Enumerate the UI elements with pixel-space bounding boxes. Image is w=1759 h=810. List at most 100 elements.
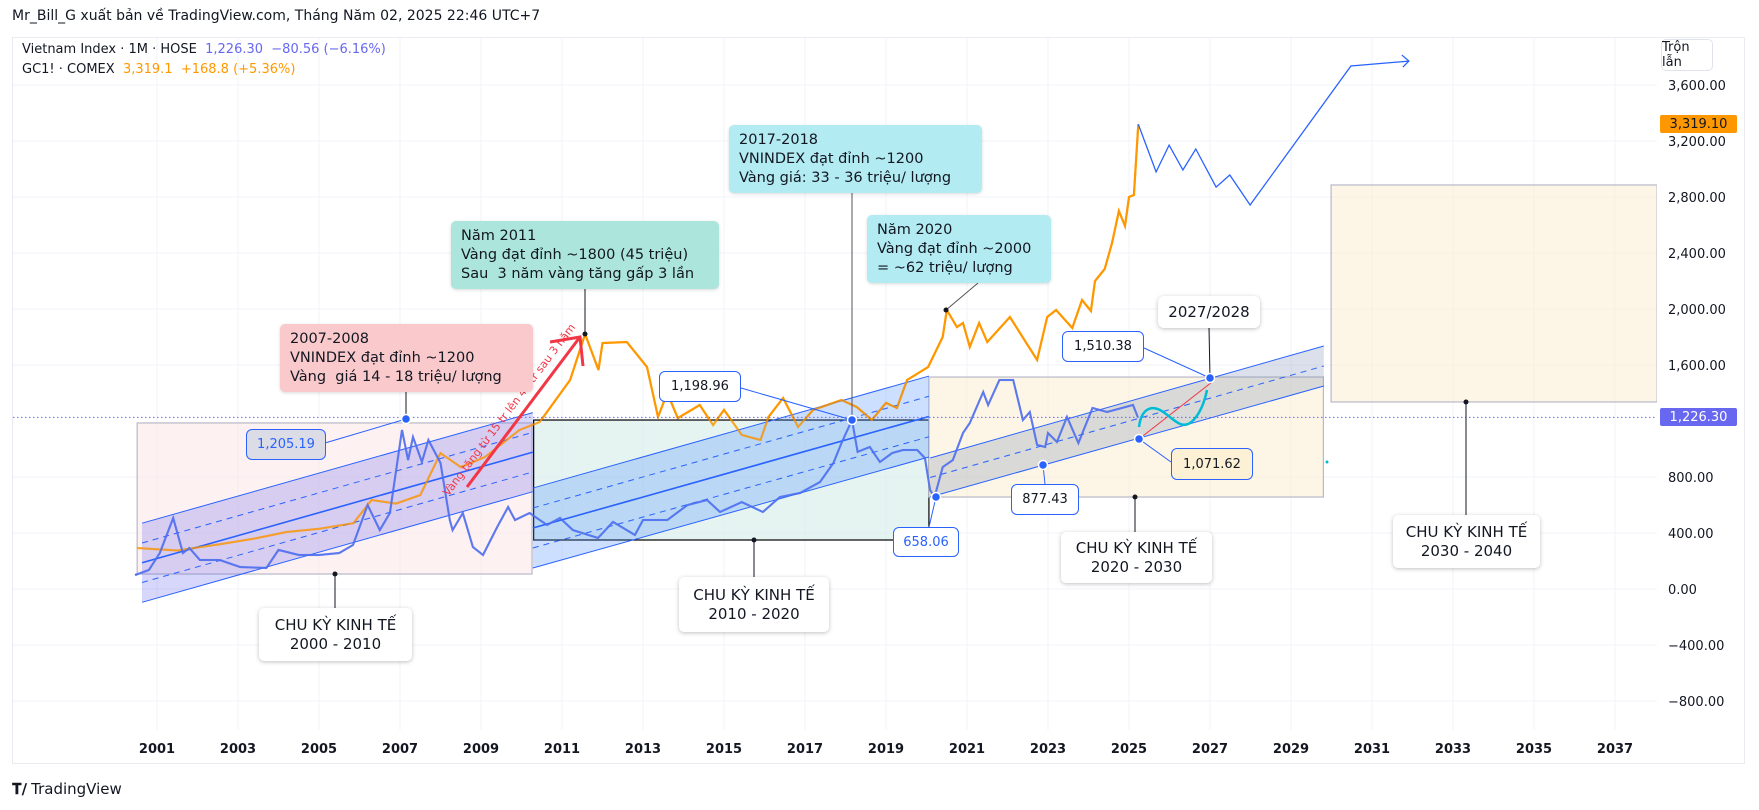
gold-series-line-overlay — [136, 124, 1140, 552]
annotation-connector — [1143, 347, 1211, 379]
cycle-box-2030-2040[interactable]: CHU KỲ KINH TẾ 2030 - 2040 — [1393, 515, 1540, 568]
label-658-06[interactable]: 658.06 — [893, 527, 959, 557]
x-tick-label: 2035 — [1516, 742, 1552, 757]
x-tick-label: 2001 — [139, 742, 175, 757]
callout-2020[interactable]: Năm 2020 Vàng đạt đỉnh ~2000 = ~62 triệu… — [867, 215, 1051, 283]
channel-upper-line — [141, 412, 533, 524]
y-tick-label: −800.00 — [1668, 695, 1724, 710]
projection-arrowhead-icon — [1401, 54, 1410, 68]
x-tick-label: 2023 — [1030, 742, 1066, 757]
legend-gold-price: 3,319.1 — [122, 62, 173, 77]
legend-gold-change: +168.8 (+5.36%) — [180, 62, 296, 77]
label-2027-2028[interactable]: 2027/2028 — [1158, 296, 1260, 328]
legend-gold-name: GC1! · COMEX — [22, 62, 115, 77]
channel-quarter-line — [532, 436, 930, 549]
cycle-title: CHU KỲ KINH TẾ — [1405, 522, 1528, 541]
gold-rise-arrow — [465, 336, 582, 488]
rectangle-cycle-2010-2020 — [533, 419, 930, 541]
x-tick-label: 2017 — [787, 742, 823, 757]
legend-vnindex-name: Vietnam Index · 1M · HOSE — [22, 42, 197, 57]
x-tick-label: 2007 — [382, 742, 418, 757]
channel-upper-line — [532, 375, 930, 489]
cycle-box-2020-2030[interactable]: CHU KỲ KINH TẾ 2020 - 2030 — [1061, 532, 1212, 583]
channel-mid-line — [141, 451, 534, 564]
callout-2011[interactable]: Năm 2011 Vàng đạt đỉnh ~1800 (45 triệu) … — [451, 221, 719, 289]
gold-price-tag: 3,319.10 — [1660, 115, 1737, 133]
y-tick-label: 0.00 — [1668, 583, 1697, 598]
tradingview-logo-icon: 𝐓∕ — [12, 780, 28, 798]
y-tick-label: 2,000.00 — [1668, 303, 1726, 318]
x-tick-label: 2025 — [1111, 742, 1147, 757]
gold-rise-arrowhead-icon — [549, 335, 585, 367]
projection-red-arrow — [1138, 381, 1213, 440]
projection-curve — [1137, 389, 1209, 428]
anchor-point-handle — [1133, 433, 1145, 445]
vnindex-price-tag: 1,226.30 — [1660, 408, 1737, 426]
channel-quarter-line — [141, 431, 533, 544]
annotation-connector — [324, 418, 407, 444]
cycle-range: 2010 - 2020 — [708, 604, 800, 623]
y-tick-label: 3,200.00 — [1668, 135, 1726, 150]
x-tick-label: 2015 — [706, 742, 742, 757]
channel-mid-line — [532, 415, 930, 529]
mix-scale-button[interactable]: Trộn lẫn — [1661, 39, 1713, 71]
anchor-point-handle — [1037, 459, 1049, 471]
anchor-point-handle — [930, 491, 942, 503]
anchor-point-dot — [1463, 399, 1469, 405]
annotation-connector — [1208, 327, 1211, 379]
channel-mid-line — [930, 365, 1324, 478]
y-tick-label: −400.00 — [1668, 639, 1724, 654]
anchor-point-dot — [1132, 494, 1138, 500]
legend: Vietnam Index · 1M · HOSE 1,226.30 −80.5… — [22, 40, 386, 80]
cycle-box-2010-2020[interactable]: CHU KỲ KINH TẾ 2010 - 2020 — [679, 577, 829, 632]
x-tick-label: 2027 — [1192, 742, 1228, 757]
cycle-box-2000-2010[interactable]: CHU KỲ KINH TẾ 2000 - 2010 — [259, 608, 412, 661]
x-tick-label: 2005 — [301, 742, 337, 757]
anchor-point-handle — [1204, 372, 1216, 384]
callout-2017-2018[interactable]: 2017-2018 VNINDEX đạt đỉnh ~1200 Vàng gi… — [729, 125, 982, 193]
label-1198-96[interactable]: 1,198.96 — [659, 371, 741, 402]
label-1510-38[interactable]: 1,510.38 — [1062, 331, 1144, 362]
legend-vnindex-change: −80.56 (−6.16%) — [271, 42, 386, 57]
callout-2007-2008[interactable]: 2007-2008 VNINDEX đạt đỉnh ~1200 Vàng gi… — [280, 324, 533, 392]
legend-gold[interactable]: GC1! · COMEX 3,319.1 +168.8 (+5.36%) — [22, 60, 386, 80]
x-tick-label: 2029 — [1273, 742, 1309, 757]
anchor-point-dot — [943, 307, 949, 313]
x-tick-label: 2037 — [1597, 742, 1633, 757]
tradingview-logo-text: TradingView — [31, 780, 122, 798]
channel-quarter-line — [532, 395, 930, 509]
x-tick-label: 2009 — [463, 742, 499, 757]
cycle-title: CHU KỲ KINH TẾ — [274, 615, 397, 634]
cycle-range: 2020 - 2030 — [1090, 557, 1183, 576]
chart-panel[interactable] — [12, 37, 1745, 764]
y-tick-label: 400.00 — [1668, 527, 1714, 542]
legend-vnindex[interactable]: Vietnam Index · 1M · HOSE 1,226.30 −80.5… — [22, 40, 386, 60]
anchor-point-dot — [332, 571, 338, 577]
annotation-connector — [740, 387, 853, 421]
x-tick-label: 2033 — [1435, 742, 1471, 757]
publication-info: Mr_Bill_G xuất bản về TradingView.com, T… — [12, 8, 541, 24]
y-tick-label: 1,600.00 — [1668, 359, 1726, 374]
label-1071-62[interactable]: 1,071.62 — [1171, 448, 1253, 480]
channel-lower-line — [532, 456, 930, 569]
annotation-connector — [945, 282, 979, 311]
label-877-43[interactable]: 877.43 — [1011, 484, 1079, 515]
cycle-title: CHU KỲ KINH TẾ — [1075, 538, 1198, 557]
channel-upper-line — [930, 345, 1324, 459]
gold-projection-path — [1137, 60, 1409, 207]
channel-lower-line — [930, 385, 1324, 498]
vnindex-series-line-overlay — [134, 379, 1139, 576]
tradingview-logo[interactable]: 𝐓∕ TradingView — [12, 780, 122, 798]
x-tick-label: 2003 — [220, 742, 256, 757]
cycle-range: 2000 - 2010 — [289, 634, 382, 653]
x-tick-label: 2011 — [544, 742, 580, 757]
channel-lower-line — [141, 491, 533, 603]
label-1205-19[interactable]: 1,205.19 — [246, 429, 326, 460]
channel-fill — [930, 345, 1324, 498]
anchor-point-handle — [400, 413, 412, 425]
x-tick-label: 2031 — [1354, 742, 1390, 757]
rectangle-cycle-2000-2010 — [136, 422, 533, 575]
anchor-point-handle — [846, 414, 858, 426]
y-tick-label: 3,600.00 — [1668, 79, 1726, 94]
